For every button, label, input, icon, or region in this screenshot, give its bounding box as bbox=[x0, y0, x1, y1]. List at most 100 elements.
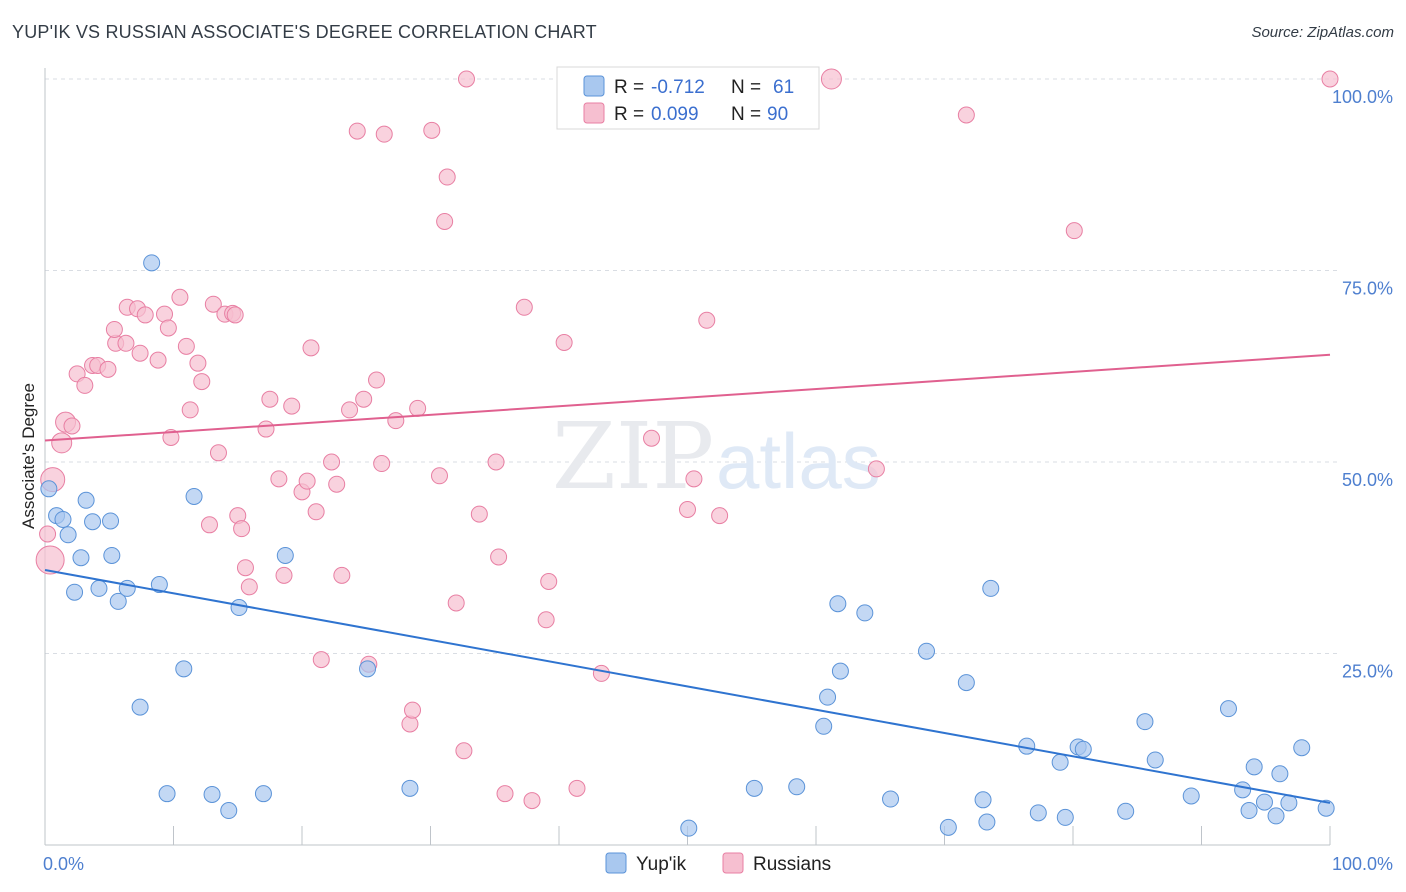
data-point bbox=[1234, 781, 1252, 799]
data-point bbox=[341, 401, 359, 419]
y-tick-label: 100.0% bbox=[1332, 87, 1393, 107]
data-point bbox=[568, 779, 586, 797]
data-point bbox=[203, 785, 221, 803]
trend-line-russians bbox=[44, 353, 1331, 442]
data-point bbox=[1271, 765, 1289, 783]
data-point bbox=[698, 311, 716, 329]
data-point bbox=[1146, 751, 1164, 769]
data-point bbox=[90, 579, 108, 597]
data-point bbox=[149, 351, 167, 369]
data-point bbox=[1182, 787, 1200, 805]
data-point bbox=[1065, 222, 1083, 240]
data-point bbox=[490, 548, 508, 566]
tick-labels: 25.0% 50.0% 75.0% 100.0% 0.0% 100.0% bbox=[43, 87, 1393, 874]
data-point bbox=[103, 546, 121, 564]
data-point bbox=[978, 813, 996, 831]
data-point bbox=[177, 337, 195, 355]
data-point bbox=[51, 432, 73, 454]
data-point bbox=[77, 491, 95, 509]
data-point bbox=[275, 566, 293, 584]
data-point bbox=[220, 802, 238, 820]
data-point bbox=[1056, 808, 1074, 826]
data-point bbox=[815, 717, 833, 735]
data-point bbox=[1317, 799, 1335, 817]
data-point bbox=[745, 779, 763, 797]
data-point bbox=[181, 401, 199, 419]
data-point bbox=[957, 674, 975, 692]
data-point bbox=[711, 507, 729, 525]
y-axis-label: Associate's Degree bbox=[19, 383, 38, 529]
data-point bbox=[276, 546, 294, 564]
bottom-legend-swatch-russians bbox=[722, 852, 744, 874]
data-point bbox=[375, 125, 393, 143]
data-point bbox=[143, 254, 161, 272]
data-point bbox=[159, 319, 177, 337]
data-point bbox=[323, 453, 341, 471]
data-point bbox=[240, 578, 258, 596]
data-point bbox=[118, 579, 136, 597]
data-point bbox=[523, 792, 541, 810]
data-point bbox=[918, 642, 936, 660]
data-point bbox=[348, 122, 366, 140]
bottom-legend: Yup'ik Russians bbox=[605, 852, 831, 875]
data-point bbox=[1293, 739, 1311, 757]
watermark-zip: ZIP bbox=[552, 403, 714, 510]
legend-r-label-yupik: R = bbox=[614, 77, 644, 98]
legend: R = -0.712 N = 61 R = 0.099 N = 90 bbox=[556, 66, 820, 130]
legend-swatch-yupik bbox=[583, 75, 605, 97]
data-point bbox=[470, 505, 488, 523]
data-point bbox=[270, 470, 288, 488]
data-point bbox=[680, 819, 698, 837]
data-point bbox=[867, 460, 885, 478]
data-point bbox=[302, 339, 320, 357]
data-point bbox=[974, 791, 992, 809]
data-point bbox=[957, 106, 975, 124]
data-point bbox=[298, 472, 316, 490]
data-point bbox=[158, 785, 176, 803]
data-point bbox=[328, 475, 346, 493]
legend-n-value-russians: 90 bbox=[767, 104, 788, 125]
x-tick-label: 0.0% bbox=[43, 854, 84, 874]
data-point bbox=[1245, 758, 1263, 776]
data-point bbox=[819, 688, 837, 706]
data-point bbox=[189, 354, 207, 372]
legend-n-label-yupik: N = bbox=[731, 77, 761, 98]
source-label: Source: ZipAtlas.com bbox=[1251, 24, 1394, 41]
data-point bbox=[487, 453, 505, 471]
data-point bbox=[39, 525, 57, 543]
data-point bbox=[496, 785, 514, 803]
data-point bbox=[171, 288, 189, 306]
data-point bbox=[882, 790, 900, 808]
data-point bbox=[84, 513, 102, 531]
y-tick-label: 25.0% bbox=[1342, 662, 1393, 682]
data-point bbox=[162, 428, 180, 446]
data-point bbox=[76, 376, 94, 394]
data-point bbox=[409, 399, 427, 417]
data-point bbox=[401, 779, 419, 797]
data-point bbox=[193, 373, 211, 391]
data-point bbox=[105, 320, 123, 338]
data-point bbox=[457, 70, 475, 88]
data-point bbox=[643, 429, 661, 447]
data-point bbox=[40, 480, 58, 498]
data-point bbox=[982, 579, 1000, 597]
bottom-legend-swatch-yupik bbox=[605, 852, 627, 874]
data-point bbox=[423, 121, 441, 139]
data-point bbox=[555, 334, 573, 352]
data-point bbox=[515, 298, 533, 316]
data-point bbox=[373, 455, 391, 473]
data-point bbox=[401, 715, 419, 733]
data-point bbox=[788, 778, 806, 796]
data-point bbox=[99, 360, 117, 378]
series-russians bbox=[35, 68, 1339, 810]
data-point bbox=[66, 583, 84, 601]
data-point bbox=[685, 470, 703, 488]
data-point bbox=[200, 516, 218, 534]
chart-title: YUP'IK VS RUSSIAN ASSOCIATE'S DEGREE COR… bbox=[12, 22, 597, 42]
y-tick-label: 50.0% bbox=[1342, 470, 1393, 490]
data-point bbox=[856, 604, 874, 622]
data-point bbox=[54, 510, 72, 528]
data-point bbox=[117, 334, 135, 352]
series-yupik bbox=[40, 254, 1335, 837]
data-point bbox=[1321, 70, 1339, 88]
